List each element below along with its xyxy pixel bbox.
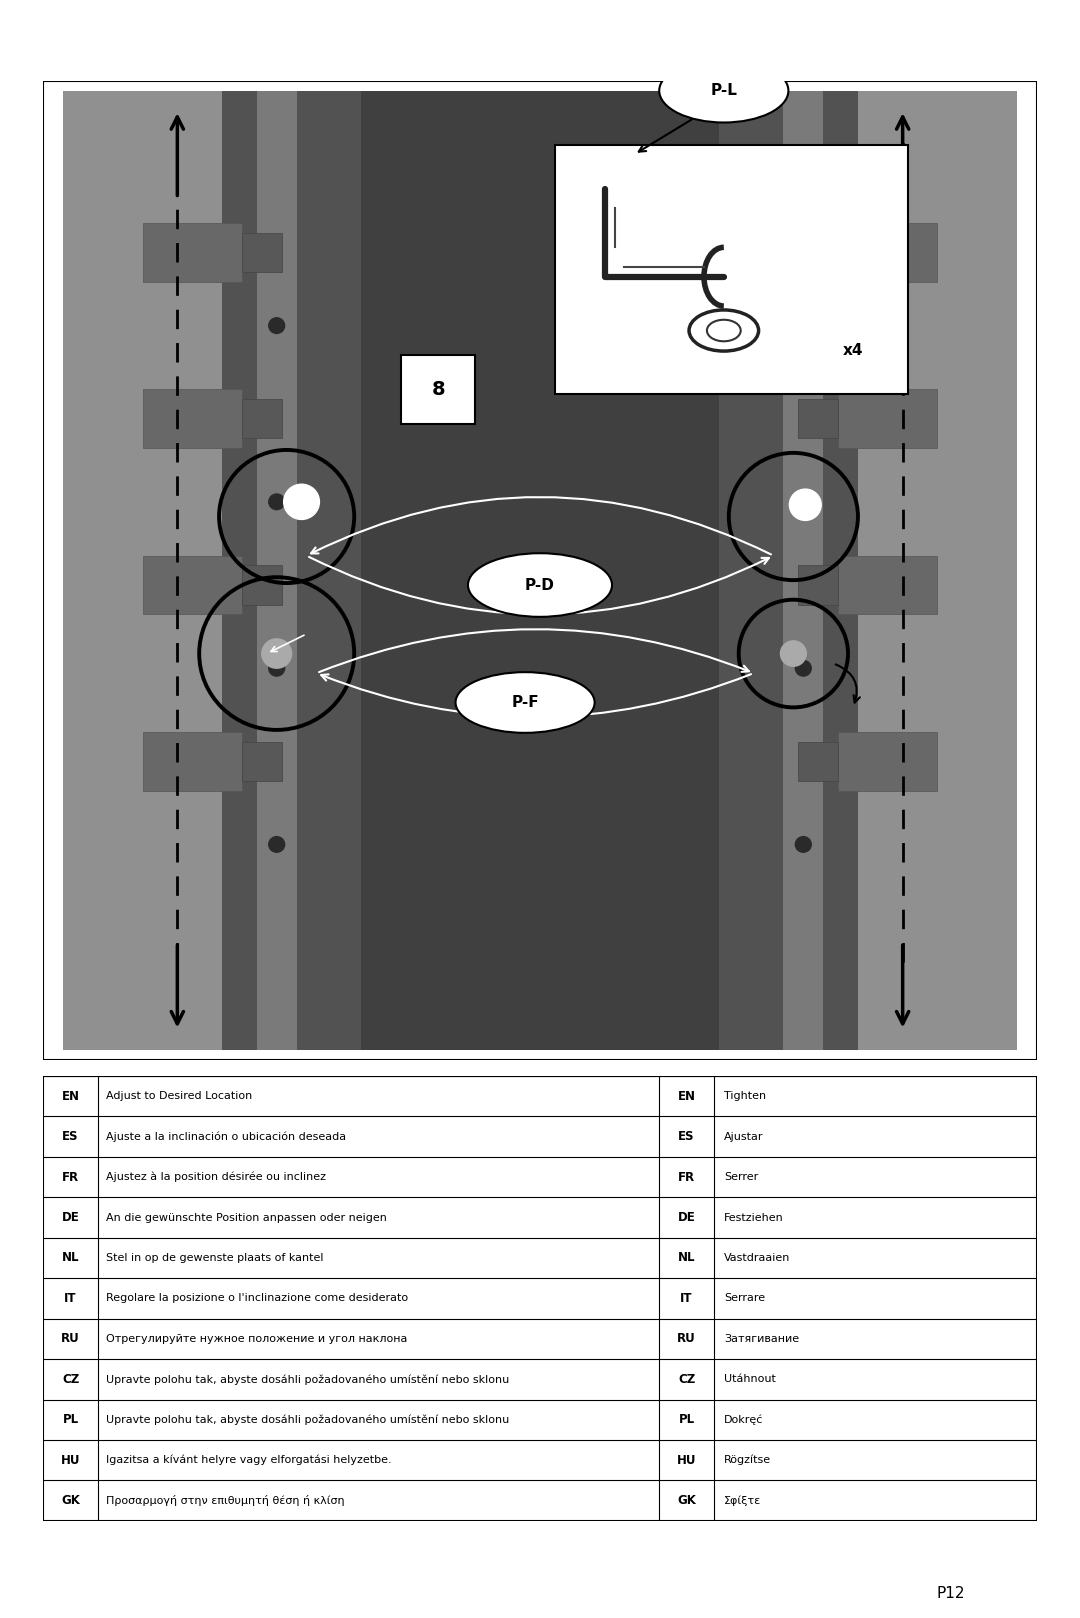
Text: Serrer: Serrer [724, 1171, 758, 1183]
Text: RU: RU [62, 1332, 80, 1346]
Bar [798, 565, 838, 605]
Text: Tighten: Tighten [724, 1091, 766, 1102]
Text: Igazitsa a kívánt helyre vagy elforgatási helyzetbe.: Igazitsa a kívánt helyre vagy elforgatás… [106, 1455, 391, 1466]
Text: PL: PL [678, 1413, 694, 1427]
Text: Upravte polohu tak, abyste dosáhli požadovaného umístění nebo sklonu: Upravte polohu tak, abyste dosáhli požad… [106, 1374, 509, 1385]
Text: Adjust to Desired Location: Adjust to Desired Location [106, 1091, 252, 1102]
Text: An die gewünschte Position anpassen oder neigen: An die gewünschte Position anpassen oder… [106, 1212, 387, 1223]
Text: Отрегулируйте нужное положение и угол наклона: Отрегулируйте нужное положение и угол на… [106, 1333, 407, 1345]
Text: P-L: P-L [711, 83, 738, 99]
Bar [555, 144, 907, 395]
Text: Step 4: Step 4 [496, 21, 584, 50]
Circle shape [261, 639, 292, 668]
FancyArrowPatch shape [836, 665, 860, 702]
Circle shape [781, 641, 807, 667]
Circle shape [795, 660, 811, 676]
Text: NL: NL [62, 1251, 79, 1265]
Text: Затягивание: Затягивание [724, 1333, 799, 1345]
Text: FR: FR [678, 1170, 696, 1184]
Ellipse shape [468, 553, 612, 616]
Text: HU: HU [677, 1453, 697, 1468]
Text: ES: ES [63, 1129, 79, 1144]
Text: Σφίξτε: Σφίξτε [724, 1495, 761, 1506]
Text: DE: DE [62, 1210, 80, 1225]
Bar [143, 390, 242, 448]
Text: x4: x4 [842, 343, 863, 358]
Text: GK: GK [677, 1493, 696, 1508]
Text: Festziehen: Festziehen [724, 1212, 784, 1223]
Ellipse shape [689, 311, 758, 351]
FancyArrowPatch shape [321, 675, 751, 717]
FancyArrowPatch shape [311, 497, 771, 555]
Text: Προσαρμογή στην επιθυμητή θέση ή κλίση: Προσαρμογή στην επιθυμητή θέση ή κλίση [106, 1495, 345, 1506]
Bar [143, 555, 242, 615]
FancyArrowPatch shape [309, 557, 769, 615]
Text: P12: P12 [936, 1586, 964, 1602]
Text: FR: FR [62, 1170, 79, 1184]
Circle shape [269, 317, 285, 333]
Circle shape [795, 493, 811, 510]
Bar [63, 91, 261, 1050]
Text: EN: EN [62, 1089, 80, 1103]
Text: Ajuste a la inclinación o ubicación deseada: Ajuste a la inclinación o ubicación dese… [106, 1131, 346, 1142]
Text: P-F: P-F [511, 696, 539, 710]
Ellipse shape [659, 58, 788, 123]
Text: Ajustez à la position désirée ou inclinez: Ajustez à la position désirée ou incline… [106, 1171, 326, 1183]
Text: CZ: CZ [678, 1372, 696, 1387]
Text: HU: HU [60, 1453, 80, 1468]
Bar [838, 390, 937, 448]
Text: Upravte polohu tak, abyste dosáhli požadovaného umístění nebo sklonu: Upravte polohu tak, abyste dosáhli požad… [106, 1414, 509, 1425]
Bar [798, 400, 838, 438]
Bar [257, 91, 297, 1050]
Bar [719, 91, 858, 1050]
Bar [143, 223, 242, 282]
Text: Rögzítse: Rögzítse [724, 1455, 771, 1466]
Text: IT: IT [680, 1291, 692, 1306]
Circle shape [269, 837, 285, 853]
Text: Stel in op de gewenste plaats of kantel: Stel in op de gewenste plaats of kantel [106, 1252, 323, 1264]
Bar [838, 555, 937, 615]
Text: NL: NL [678, 1251, 696, 1265]
FancyArrowPatch shape [319, 629, 748, 671]
Text: EN: EN [677, 1089, 696, 1103]
Text: CZ: CZ [62, 1372, 79, 1387]
Circle shape [789, 489, 821, 521]
Bar [798, 741, 838, 781]
Text: DE: DE [677, 1210, 696, 1225]
Text: ES: ES [678, 1129, 694, 1144]
Bar [838, 223, 937, 282]
Text: 8: 8 [431, 380, 445, 398]
Bar [838, 731, 937, 791]
Ellipse shape [707, 320, 741, 341]
Bar [401, 354, 475, 424]
Bar [242, 400, 282, 438]
Text: Dokręć: Dokręć [724, 1414, 764, 1425]
Text: IT: IT [65, 1291, 77, 1306]
Bar [242, 741, 282, 781]
Circle shape [269, 660, 285, 676]
Bar [222, 91, 361, 1050]
Bar [242, 565, 282, 605]
Text: Ajustar: Ajustar [724, 1131, 764, 1142]
Bar [341, 91, 739, 1050]
Text: Regolare la posizione o l'inclinazione come desiderato: Regolare la posizione o l'inclinazione c… [106, 1293, 408, 1304]
Text: Serrare: Serrare [724, 1293, 765, 1304]
Bar [783, 91, 823, 1050]
Text: P-D: P-D [525, 578, 555, 592]
Text: RU: RU [677, 1332, 696, 1346]
Text: PL: PL [63, 1413, 79, 1427]
Bar [798, 233, 838, 272]
Bar [143, 731, 242, 791]
Circle shape [269, 493, 285, 510]
Text: Vastdraaien: Vastdraaien [724, 1252, 791, 1264]
Circle shape [284, 484, 320, 519]
Circle shape [795, 317, 811, 333]
Text: GK: GK [62, 1493, 80, 1508]
Ellipse shape [456, 671, 595, 733]
Text: Utáhnout: Utáhnout [724, 1374, 775, 1385]
Bar [242, 233, 282, 272]
Circle shape [795, 837, 811, 853]
Bar [819, 91, 1017, 1050]
